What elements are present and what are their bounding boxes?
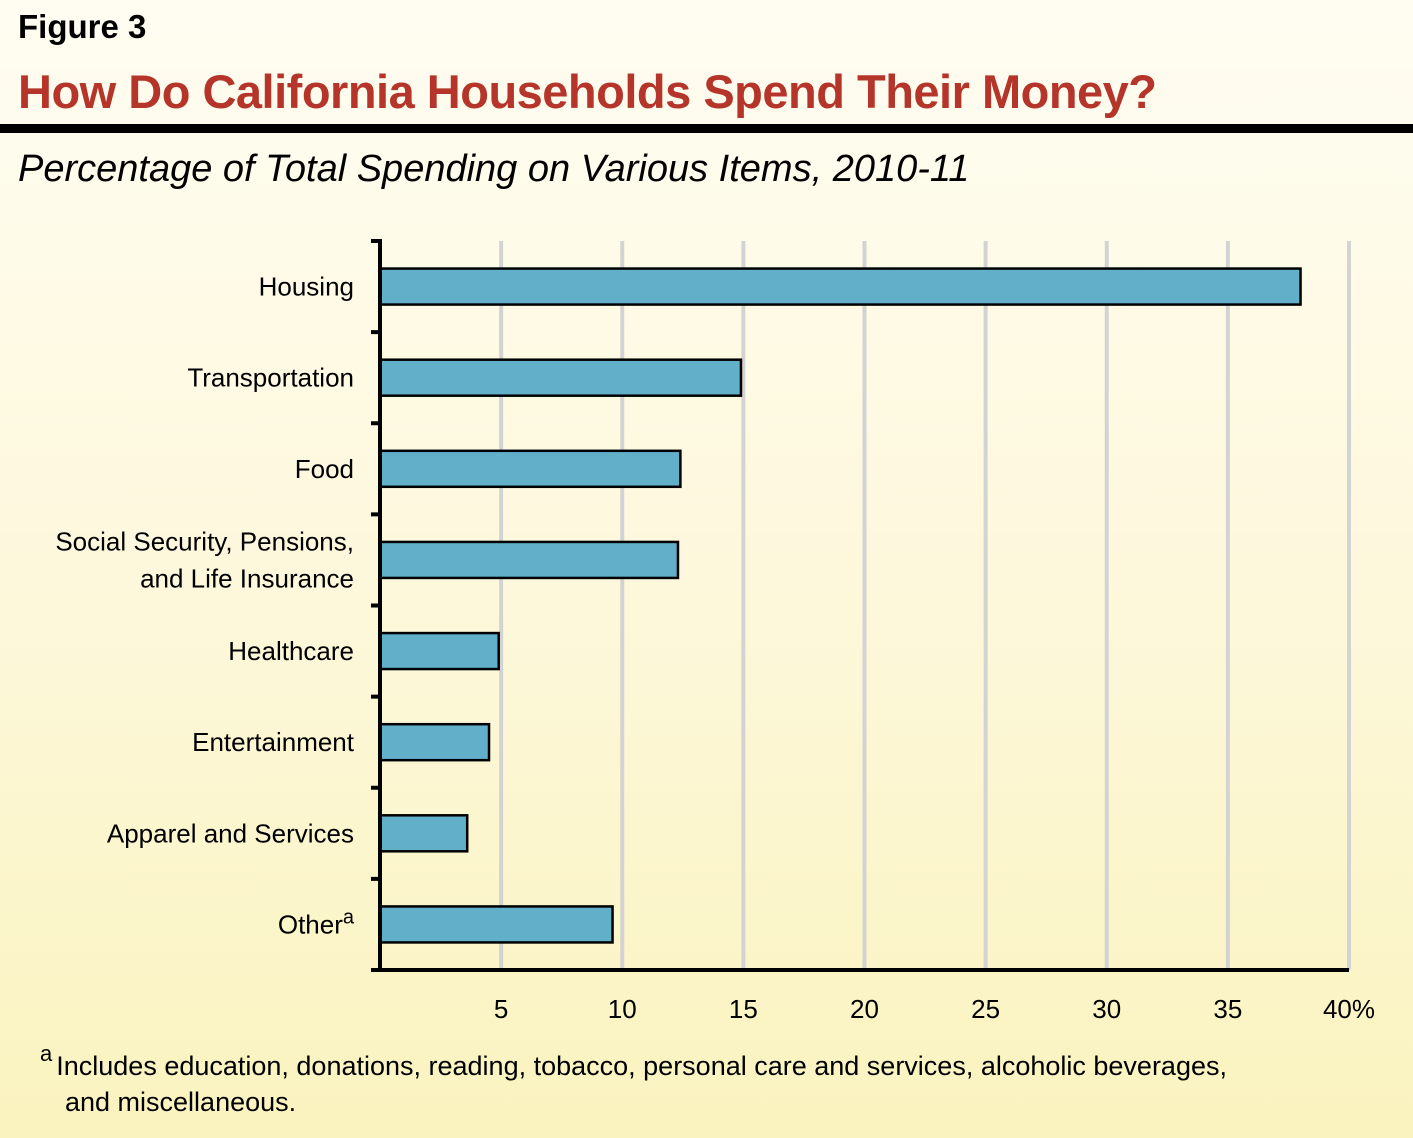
x-tick-label: 30: [1092, 994, 1121, 1024]
bar-housing: [378, 267, 1302, 306]
title-divider: [0, 124, 1413, 133]
x-tick-label: 20: [850, 994, 879, 1024]
bar-healthcare: [378, 631, 500, 671]
x-tick-label: 40%: [1323, 994, 1375, 1024]
x-tick-label: 35: [1213, 994, 1242, 1024]
category-label: Food: [295, 454, 354, 484]
footnote-line-1: Includes education, donations, reading, …: [56, 1051, 1227, 1081]
figure-label: Figure 3: [18, 8, 147, 45]
x-tick-label: 10: [608, 994, 637, 1024]
category-label: Entertainment: [192, 727, 355, 757]
category-label: Transportation: [187, 363, 354, 393]
chart-title: How Do California Households Spend Their…: [18, 65, 1157, 118]
chart-subtitle: Percentage of Total Spending on Various …: [18, 148, 970, 190]
category-label: Healthcare: [228, 636, 354, 666]
category-label: Housing: [259, 272, 354, 302]
x-tick-label: 15: [729, 994, 758, 1024]
footnote-line-2: and miscellaneous.: [65, 1087, 297, 1117]
bar-entertainment: [378, 722, 491, 762]
bar-social-security-pensions-and-life-insurance: [378, 540, 680, 580]
bar-apparel-and-services: [378, 814, 469, 853]
footnote-marker: a: [40, 1041, 53, 1066]
category-label: Social Security, Pensions, and Life Insur…: [55, 526, 354, 593]
x-tick-label: 5: [494, 994, 508, 1024]
footnote: a Includes education, donations, reading,…: [40, 1040, 1227, 1120]
bar-transportation: [378, 358, 743, 397]
category-label: Othera: [278, 906, 355, 939]
x-tick-label: 25: [971, 994, 1000, 1024]
bar-other: [378, 905, 614, 944]
category-label: Apparel and Services: [107, 818, 354, 848]
bar-food: [378, 449, 682, 489]
